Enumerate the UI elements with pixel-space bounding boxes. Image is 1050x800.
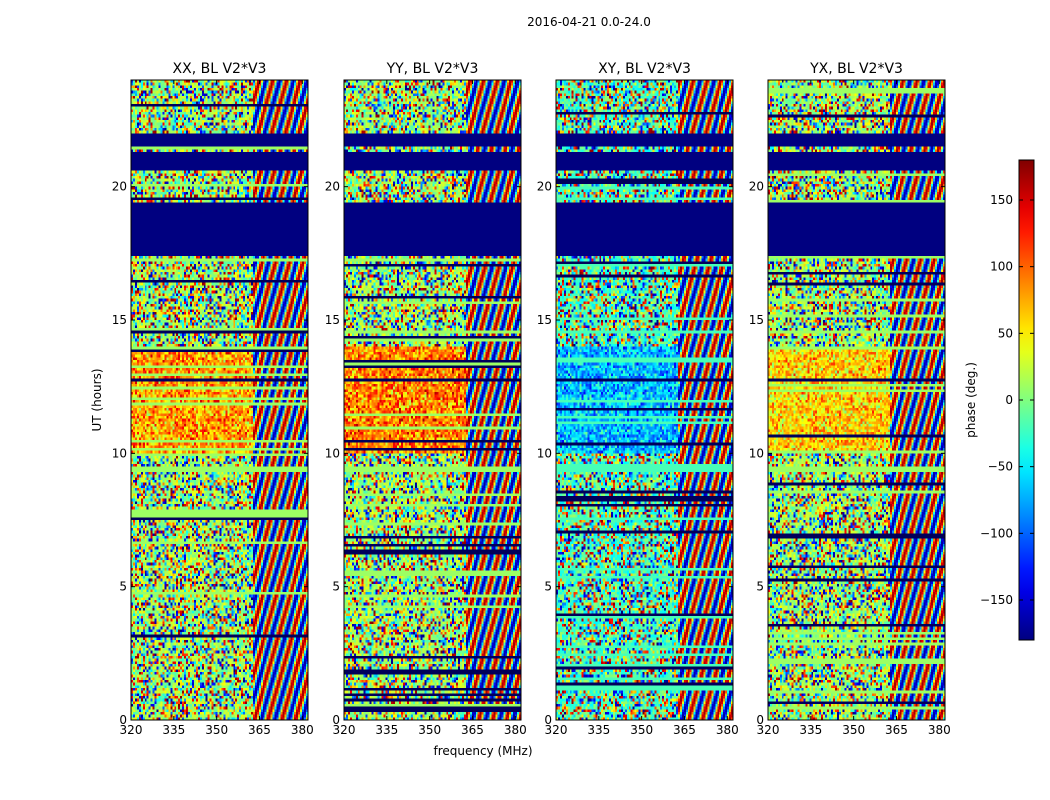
y-tick-label: 5 (756, 580, 764, 594)
x-tick-label: 335 (799, 723, 822, 737)
y-tick-label: 0 (119, 713, 127, 727)
x-tick-label: 365 (461, 723, 484, 737)
x-tick-label: 350 (842, 723, 865, 737)
x-tick-label: 380 (504, 723, 527, 737)
x-tick-label: 365 (248, 723, 271, 737)
y-axis-label: UT (hours) (90, 368, 104, 431)
colorbar-tick-label: 150 (990, 193, 1013, 207)
panel-title: YY, BL V2*V3 (386, 61, 479, 77)
colorbar-tick-label: 0 (1005, 393, 1013, 407)
y-tick-label: 20 (325, 180, 340, 194)
panel-frame (767, 79, 946, 721)
panel-2: YY, BL V2*V3 320 335 350 365 380 0 5 10 15 20 (325, 61, 527, 737)
x-tick-label: 320 (120, 723, 143, 737)
x-tick-label: 350 (205, 723, 228, 737)
x-tick-label: 365 (673, 723, 696, 737)
colorbar-tick-label: −150 (980, 593, 1013, 607)
x-tick-label: 380 (291, 723, 314, 737)
colorbar-label: phase (deg.) (964, 362, 978, 438)
y-tick-label: 10 (749, 446, 764, 460)
y-tick-label: 20 (537, 180, 552, 194)
y-tick-label: 10 (537, 446, 552, 460)
x-tick-label: 350 (630, 723, 653, 737)
x-tick-label: 335 (587, 723, 610, 737)
y-tick-label: 10 (325, 446, 340, 460)
panel-title: XY, BL V2*V3 (598, 61, 691, 77)
colorbar: −150 −100 −50 0 50 100 150 (980, 159, 1035, 641)
phase-heatmap-1 (131, 80, 308, 720)
x-tick-label: 380 (928, 723, 951, 737)
y-tick-label: 15 (749, 313, 764, 327)
panel-frame (130, 79, 309, 721)
panel-3: XY, BL V2*V3 320 335 350 365 380 0 5 10 15 20 (537, 61, 739, 737)
phase-heatmap-3 (556, 80, 733, 720)
phase-heatmap-4 (768, 80, 945, 720)
y-tick-label: 5 (332, 580, 340, 594)
colorbar-tick-label: −100 (980, 526, 1013, 540)
figure-suptitle: 2016-04-21 0.0-24.0 (527, 15, 651, 29)
panel-frame (343, 79, 522, 721)
phase-heatmap-2 (344, 80, 521, 720)
x-tick-label: 335 (375, 723, 398, 737)
y-tick-label: 20 (749, 180, 764, 194)
y-tick-label: 0 (544, 713, 552, 727)
y-tick-label: 15 (325, 313, 340, 327)
panel-title: YX, BL V2*V3 (809, 61, 903, 77)
colorbar-tick-label: 50 (998, 326, 1013, 340)
y-tick-label: 5 (119, 580, 127, 594)
colorbar-tick-label: 100 (990, 260, 1013, 274)
panel-frame (555, 79, 734, 721)
x-tick-label: 365 (885, 723, 908, 737)
colorbar-tick-label: −50 (988, 460, 1013, 474)
y-tick-label: 0 (332, 713, 340, 727)
y-tick-label: 20 (112, 180, 127, 194)
y-tick-label: 15 (112, 313, 127, 327)
y-tick-label: 5 (544, 580, 552, 594)
y-tick-label: 15 (537, 313, 552, 327)
x-tick-label: 320 (757, 723, 780, 737)
x-axis-label: frequency (MHz) (433, 744, 532, 758)
x-tick-label: 350 (418, 723, 441, 737)
panel-title: XX, BL V2*V3 (173, 61, 267, 77)
x-tick-label: 335 (162, 723, 185, 737)
x-tick-label: 380 (716, 723, 739, 737)
panel-1: XX, BL V2*V3 320 335 350 365 380 0 5 10 15 20 (112, 61, 314, 737)
x-tick-label: 320 (333, 723, 356, 737)
x-tick-label: 320 (545, 723, 568, 737)
panel-4: YX, BL V2*V3 320 335 350 365 380 0 5 10 15 20 (749, 61, 951, 737)
y-tick-label: 0 (756, 713, 764, 727)
y-tick-label: 10 (112, 446, 127, 460)
